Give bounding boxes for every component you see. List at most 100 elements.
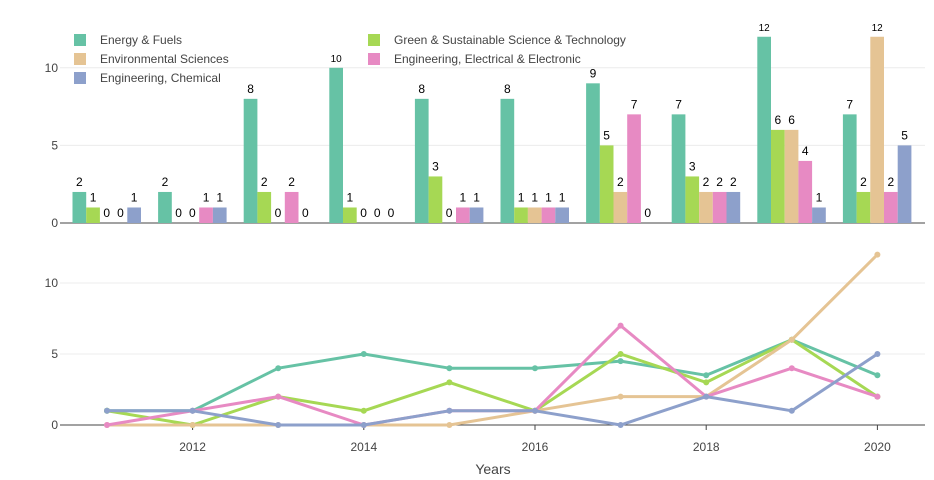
line-point-engineering-chemical [189, 407, 196, 414]
line-point-energy-fuels [360, 351, 367, 357]
line-point-energy-fuels [617, 358, 624, 365]
bar-data-label: 12 [759, 23, 771, 34]
bar-data-label: 1 [460, 190, 467, 204]
line-point-engineering-electrical-electronic [874, 393, 881, 400]
line-series-green-sustainable-science-technology [106, 338, 879, 427]
chart-legend: Energy & Fuels Green & Sustainable Scienc… [74, 33, 626, 85]
bar-data-label: 2 [162, 175, 169, 189]
bar-y-tick-label: 0 [51, 216, 58, 230]
line-x-tick-label: 2014 [350, 440, 377, 454]
line-point-energy-fuels [275, 365, 282, 372]
bar-data-label: 1 [90, 190, 97, 204]
bar-data-label: 5 [603, 128, 610, 142]
bar-green-sustainable-science-technology-2017 [599, 145, 614, 223]
line-chart-panel: 0 5 10 2012 2014 2016 2018 2020 [45, 251, 925, 454]
line-point-green-sustainable-science-technology [446, 379, 453, 386]
legend-swatch-engineering-chemical [74, 72, 86, 84]
bar-data-label: 0 [117, 206, 124, 220]
x-axis-label: Years [475, 461, 510, 477]
bar-data-label: 2 [261, 175, 268, 189]
bar-energy-fuels-2016 [500, 98, 515, 223]
legend-label-energy-fuels: Energy & Fuels [100, 33, 182, 47]
line-point-engineering-chemical [617, 422, 624, 428]
bar-engineering-electrical-electronic-2017 [627, 114, 641, 223]
bar-data-label: 0 [446, 206, 453, 220]
bar-green-sustainable-science-technology-2011 [86, 207, 100, 223]
line-point-green-sustainable-science-technology [703, 379, 710, 386]
line-point-environmental-sciences [617, 393, 624, 400]
bar-engineering-electrical-electronic-2012 [199, 207, 213, 223]
bar-y-tick-label: 5 [51, 138, 58, 152]
line-point-engineering-chemical [360, 422, 367, 428]
line-point-environmental-sciences [874, 251, 881, 258]
bar-data-label: 1 [531, 190, 538, 204]
bar-green-sustainable-science-technology-2016 [514, 207, 528, 223]
bar-data-label: 7 [675, 97, 682, 111]
line-x-tick-label: 2016 [522, 440, 549, 454]
bar-data-label: 0 [374, 206, 381, 220]
line-point-engineering-chemical [104, 407, 110, 414]
line-point-energy-fuels [446, 365, 453, 372]
bar-data-label: 0 [360, 206, 367, 220]
line-point-engineering-electrical-electronic [275, 393, 282, 400]
bar-engineering-chemical-2018 [726, 191, 741, 223]
bar-data-label: 0 [275, 206, 282, 220]
line-point-green-sustainable-science-technology [617, 351, 624, 357]
legend-swatch-engineering-electrical-electronic [368, 53, 380, 65]
bar-data-label: 1 [216, 190, 223, 204]
bar-data-label: 1 [518, 190, 525, 204]
bar-engineering-electrical-electronic-2020 [884, 191, 898, 223]
bar-data-label: 2 [703, 175, 710, 189]
line-series-engineering-chemical [107, 352, 879, 427]
line-point-engineering-chemical [275, 422, 282, 428]
bar-energy-fuels-2018 [671, 114, 686, 223]
bar-green-sustainable-science-technology-2013 [257, 191, 272, 223]
bar-engineering-chemical-2019 [812, 207, 826, 223]
bar-y-tick-label: 10 [45, 61, 59, 75]
bar-data-label: 1 [347, 190, 354, 204]
bar-data-label: 8 [504, 82, 511, 96]
bar-energy-fuels-2014 [329, 67, 343, 223]
bar-green-sustainable-science-technology-2014 [343, 207, 357, 223]
line-point-engineering-electrical-electronic [788, 365, 795, 372]
bar-energy-fuels-2019 [757, 36, 771, 224]
bar-data-label: 10 [331, 54, 343, 65]
bar-data-label: 2 [288, 175, 295, 189]
bar-engineering-electrical-electronic-2019 [798, 160, 813, 223]
line-point-environmental-sciences [446, 422, 453, 428]
legend-label-engineering-chemical: Engineering, Chemical [100, 71, 221, 85]
bar-green-sustainable-science-technology-2015 [428, 176, 443, 223]
line-point-engineering-chemical [446, 407, 453, 414]
bar-data-label: 1 [816, 190, 823, 204]
line-point-engineering-electrical-electronic [104, 422, 110, 428]
bar-data-label: 8 [247, 82, 254, 96]
bar-data-label: 1 [131, 190, 138, 204]
bar-data-label: 0 [175, 206, 182, 220]
bar-data-label: 0 [189, 206, 196, 220]
bar-data-label: 2 [76, 175, 83, 189]
bar-energy-fuels-2011 [72, 191, 87, 223]
bar-data-label: 0 [388, 206, 395, 220]
bar-data-label: 9 [590, 66, 597, 80]
line-point-environmental-sciences [189, 422, 196, 428]
legend-swatch-energy-fuels [74, 34, 86, 46]
bar-data-label: 1 [545, 190, 552, 204]
line-y-tick-label: 5 [51, 347, 58, 361]
bar-data-label: 0 [644, 206, 651, 220]
bar-data-label: 7 [846, 97, 853, 111]
bar-environmental-sciences-2020 [870, 36, 884, 224]
legend-label-green-sustainable-science-technology: Green & Sustainable Science & Technology [394, 33, 626, 47]
bar-energy-fuels-2017 [586, 83, 600, 223]
bar-data-label: 4 [802, 144, 809, 158]
bar-engineering-chemical-2016 [555, 207, 569, 223]
bar-data-label: 3 [689, 159, 696, 173]
bar-engineering-electrical-electronic-2016 [541, 207, 556, 223]
bar-data-label: 2 [617, 175, 624, 189]
bar-data-label: 2 [716, 175, 723, 189]
bar-engineering-chemical-2015 [469, 207, 484, 223]
line-y-tick-label: 0 [51, 418, 58, 432]
line-point-energy-fuels [532, 365, 538, 372]
line-point-engineering-chemical [703, 393, 710, 400]
